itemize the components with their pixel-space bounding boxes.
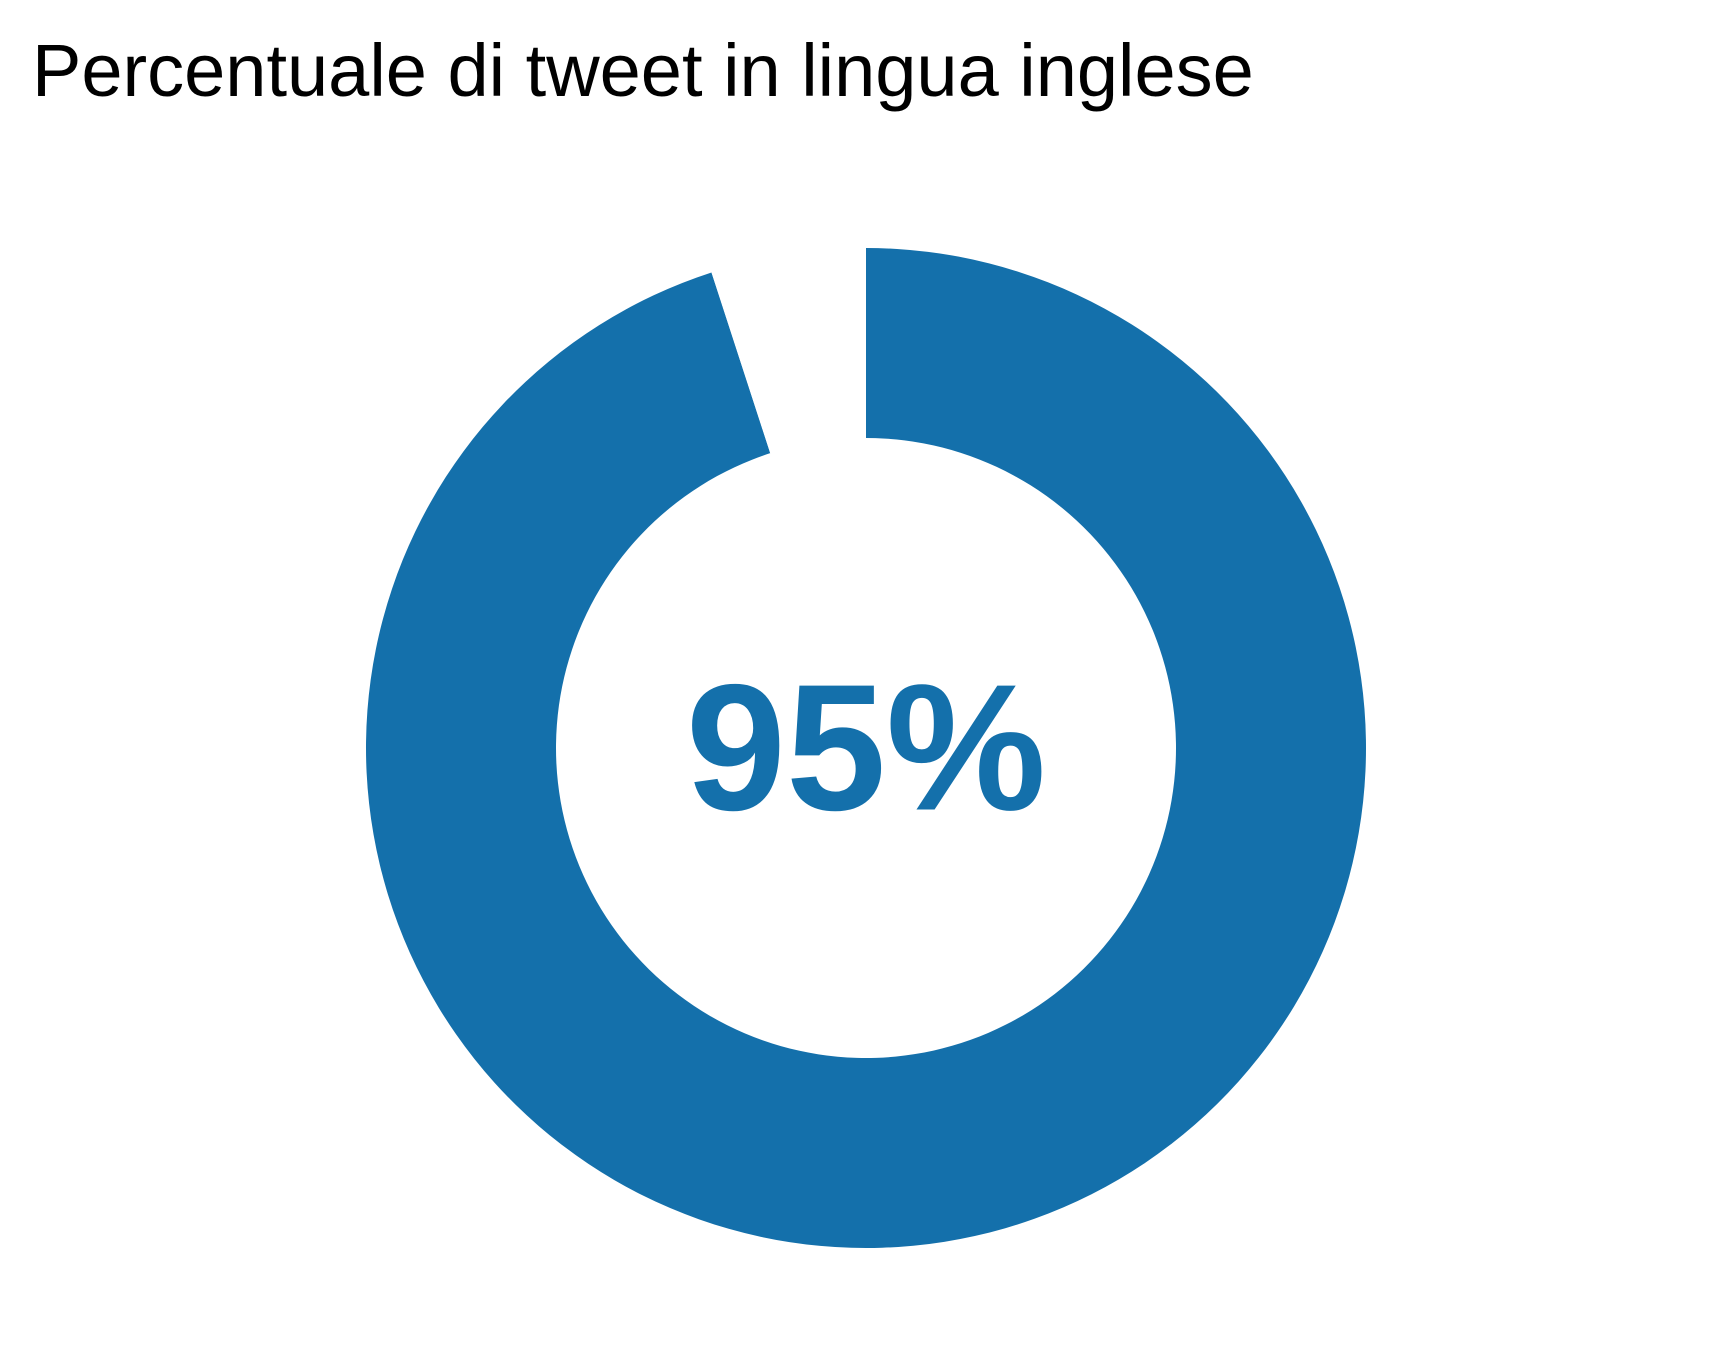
- chart-title: Percentuale di tweet in lingua inglese: [32, 29, 1254, 112]
- donut-slice-1: [711, 248, 866, 454]
- center-value-label: 95%: [686, 648, 1046, 849]
- donut-slices: [365, 248, 1366, 1249]
- donut-slice-0: [365, 248, 1366, 1249]
